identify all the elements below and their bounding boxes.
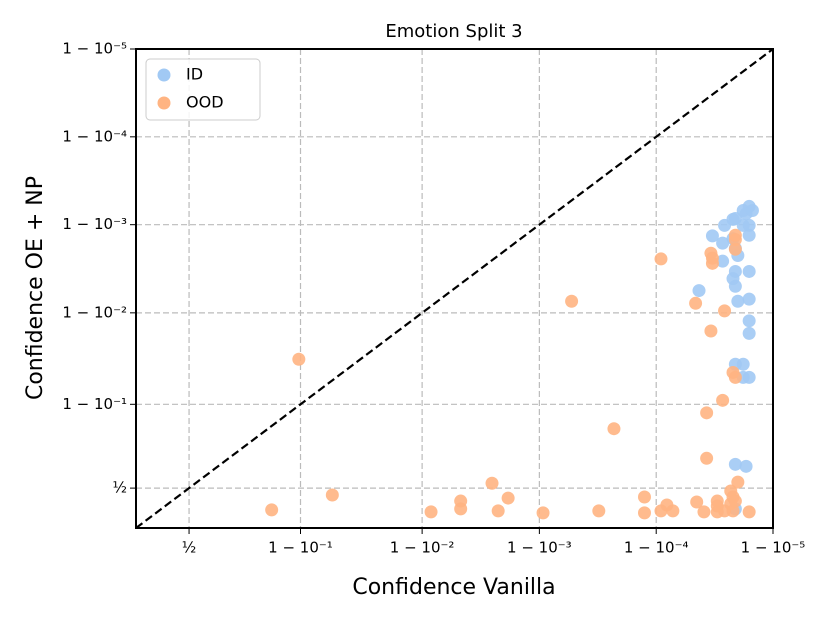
point [736, 218, 750, 232]
point [728, 228, 742, 242]
legend-marker [157, 96, 171, 110]
legend-label: OOD [186, 93, 224, 112]
point [742, 264, 756, 278]
point [736, 204, 750, 218]
point [325, 488, 339, 502]
point [716, 236, 730, 250]
point [728, 370, 742, 384]
y-tick-label: ½ [112, 479, 127, 497]
point [705, 229, 719, 243]
legend-box [145, 58, 261, 121]
plot-frame [135, 48, 774, 529]
x-tick-label: 1 − 10⁻¹ [268, 539, 333, 557]
point [742, 292, 756, 306]
point [726, 504, 740, 518]
point [485, 476, 499, 490]
point [742, 505, 756, 519]
point [637, 490, 651, 504]
point [700, 406, 714, 420]
point [718, 218, 732, 232]
point [700, 451, 714, 465]
point [692, 284, 706, 298]
point [536, 506, 550, 520]
point [742, 326, 756, 340]
point [491, 504, 505, 518]
x-tick-label: 1 − 10⁻³ [507, 539, 572, 557]
point [454, 502, 468, 516]
point [731, 294, 745, 308]
point [705, 251, 719, 265]
y-tick-label: 1 − 10⁻⁴ [62, 127, 127, 145]
x-tick-label: 1 − 10⁻⁵ [741, 539, 806, 557]
point [716, 393, 730, 407]
point [710, 499, 724, 513]
point [265, 503, 279, 517]
point [697, 505, 711, 519]
point [637, 506, 651, 520]
legend-label: ID [186, 65, 203, 84]
y-tick-label: 1 − 10⁻⁵ [62, 40, 127, 58]
point [607, 422, 621, 436]
x-tick-label: ½ [182, 539, 197, 557]
y-axis-label: Confidence OE + NP [23, 176, 48, 400]
point [666, 504, 680, 518]
point [742, 228, 756, 242]
legend-marker [157, 68, 171, 82]
point [565, 294, 579, 308]
diagonal [135, 48, 774, 529]
point [716, 254, 730, 268]
point [718, 304, 732, 318]
point [731, 475, 745, 489]
x-axis-label: Confidence Vanilla [352, 575, 555, 600]
point [689, 296, 703, 310]
point [654, 252, 668, 266]
point [704, 324, 718, 338]
x-tick-label: 1 − 10⁻² [390, 539, 455, 557]
point [292, 352, 306, 366]
y-tick-label: 1 − 10⁻² [62, 303, 127, 321]
point [690, 495, 704, 509]
point [728, 457, 742, 471]
y-tick-label: 1 − 10⁻³ [62, 215, 127, 233]
point [424, 505, 438, 519]
point [728, 279, 742, 293]
x-tick-label: 1 − 10⁻⁴ [624, 539, 689, 557]
y-tick-label: 1 − 10⁻¹ [62, 395, 127, 413]
point [739, 459, 753, 473]
point [728, 494, 742, 508]
point [742, 314, 756, 328]
point [501, 491, 515, 505]
point [728, 242, 742, 256]
chart-title: Emotion Split 3 [385, 21, 522, 42]
point [745, 204, 759, 218]
point [592, 504, 606, 518]
